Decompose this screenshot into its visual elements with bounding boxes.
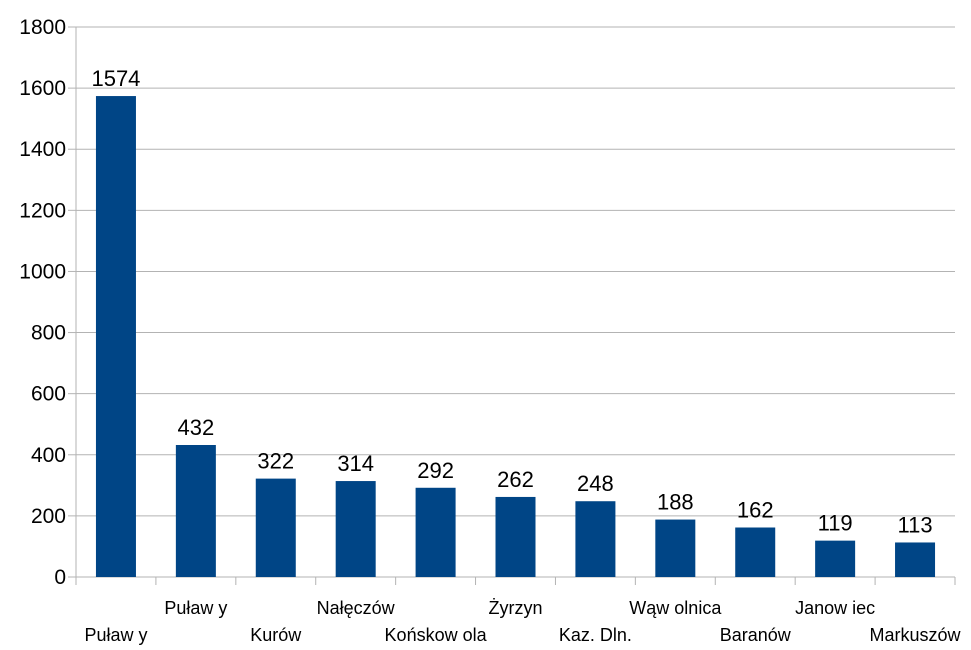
bar <box>255 478 296 577</box>
data-label: 322 <box>257 449 294 474</box>
data-label: 1574 <box>91 66 140 91</box>
bar <box>335 481 376 577</box>
y-tick-label: 800 <box>31 322 66 345</box>
data-label: 292 <box>417 458 454 483</box>
category-label: Puław y <box>84 625 147 645</box>
y-tick-label: 400 <box>31 444 66 467</box>
bar <box>895 542 936 577</box>
y-tick-label: 600 <box>31 383 66 406</box>
data-label: 162 <box>737 498 774 523</box>
category-label: Końskow ola <box>385 625 488 645</box>
data-label: 262 <box>497 467 534 492</box>
gridlines <box>76 26 955 517</box>
y-tick-label: 1800 <box>19 16 66 39</box>
labels: 0 200 400 600 800 1000 1200 1400 1600 1800 1574 Puł… <box>19 16 961 645</box>
category-label: Nałęczów <box>317 598 396 618</box>
category-label: Baranów <box>720 625 792 645</box>
bar <box>575 501 616 577</box>
data-label: 248 <box>577 471 614 496</box>
data-label: 119 <box>818 511 853 536</box>
bars <box>95 96 936 578</box>
category-label: Kaz. Dln. <box>559 625 632 645</box>
data-label: 188 <box>657 490 694 515</box>
bar <box>655 519 696 577</box>
data-label: 432 <box>178 415 215 440</box>
bar <box>95 96 136 578</box>
category-label: Puław y <box>164 598 227 618</box>
y-tick-label: 200 <box>31 505 66 528</box>
bar <box>735 527 776 577</box>
bar <box>495 496 536 577</box>
category-label: Żyrzyn <box>489 598 543 618</box>
data-label: 113 <box>898 512 933 537</box>
category-label: Wąw olnica <box>629 598 722 618</box>
bar <box>175 445 216 577</box>
y-tick-label: 1600 <box>19 77 66 100</box>
y-tick-label: 1200 <box>19 199 66 222</box>
data-label: 314 <box>337 451 374 476</box>
category-label: Markuszów <box>870 625 962 645</box>
category-label: Janow iec <box>795 598 875 618</box>
bar <box>415 487 456 577</box>
bar <box>815 540 856 577</box>
y-tick-label: 1400 <box>19 138 66 161</box>
y-tick-label: 0 <box>54 566 66 589</box>
category-label: Kurów <box>250 625 302 645</box>
y-tick-label: 1000 <box>19 260 66 283</box>
